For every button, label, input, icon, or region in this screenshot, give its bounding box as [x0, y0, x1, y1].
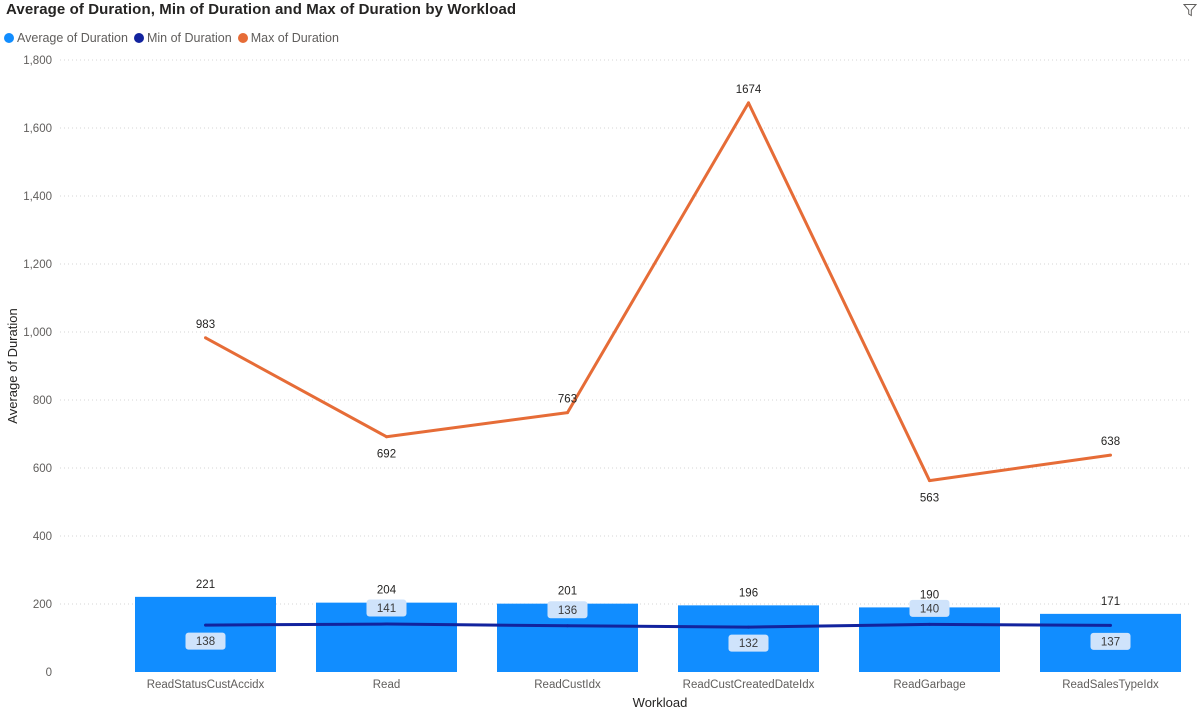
data-label-max: 692 — [377, 449, 396, 461]
legend-dot-average — [4, 33, 14, 43]
legend-label-average: Average of Duration — [17, 31, 128, 45]
legend-label-min: Min of Duration — [146, 31, 232, 45]
data-label-average: 171 — [1101, 596, 1120, 608]
data-label-min: 138 — [196, 636, 215, 648]
data-label-min-background — [909, 599, 950, 617]
data-label-min: 141 — [377, 603, 396, 615]
y-tick-label: 800 — [33, 395, 52, 407]
line-min-duration: 138 141 136 132 140 137 — [185, 599, 1131, 652]
y-tick-label: 1,200 — [23, 259, 52, 271]
min-duration-point — [566, 624, 569, 628]
y-tick-label: 200 — [33, 599, 52, 611]
legend-dot-min — [133, 33, 144, 43]
x-tick-label: ReadGarbage — [893, 679, 965, 691]
data-label-average: 204 — [377, 585, 397, 597]
min-duration-point — [1109, 623, 1112, 627]
max-duration-point — [747, 101, 750, 105]
data-label-min: 140 — [920, 603, 939, 615]
x-tick-label: ReadStatusCustAccidx — [147, 679, 265, 691]
legend-item-max[interactable]: Max of Duration — [237, 31, 339, 45]
data-label-average: 196 — [739, 587, 758, 599]
data-label-min: 132 — [739, 638, 758, 650]
max-duration-point — [928, 479, 931, 483]
data-label-max: 763 — [558, 394, 577, 406]
data-label-min: 137 — [1101, 636, 1120, 648]
data-label-min-background — [547, 601, 588, 619]
x-axis-title: Workload — [633, 695, 688, 710]
x-tick-label: ReadCustCreatedDateIdx — [683, 679, 815, 691]
gridlines — [60, 59, 1190, 605]
y-tick-label: 400 — [33, 531, 52, 543]
x-tick-label: ReadSalesTypeIdx — [1062, 679, 1159, 691]
line-max-duration: 983 692 763 1674 563 638 — [196, 84, 1120, 505]
y-tick-label: 1,400 — [23, 191, 52, 203]
data-label-average: 221 — [196, 579, 215, 591]
bars-average-duration — [135, 596, 1181, 672]
filter-icon[interactable] — [1183, 3, 1197, 17]
data-label-max: 983 — [196, 319, 215, 331]
data-label-max: 1674 — [736, 84, 762, 96]
data-label-average: 190 — [920, 589, 939, 601]
x-tick-label: Read — [373, 679, 401, 691]
min-duration-point — [928, 622, 931, 626]
max-duration-point — [1109, 453, 1112, 457]
data-label-max: 563 — [920, 493, 939, 505]
legend: Average of Duration Min of Duration Max … — [4, 29, 345, 47]
min-duration-line — [205, 622, 1111, 629]
y-tick-label: 1,800 — [23, 55, 52, 67]
x-axis-ticks: ReadStatusCustAccidx Read ReadCustIdx ReadC… — [147, 679, 1159, 691]
max-duration-line — [204, 101, 1111, 483]
max-duration-point — [566, 411, 569, 415]
x-tick-label: ReadCustIdx — [534, 679, 601, 691]
data-label-min-background — [1090, 632, 1131, 650]
y-tick-label: 1,600 — [23, 123, 52, 135]
min-duration-point — [204, 623, 207, 627]
y-axis-title: Average of Duration — [5, 308, 20, 423]
legend-label-max: Max of Duration — [250, 31, 339, 45]
data-label-min-background — [366, 599, 407, 617]
bar-average-4[interactable] — [859, 607, 1000, 672]
data-label-min-background — [728, 634, 769, 652]
min-duration-point — [747, 625, 750, 629]
legend-item-min[interactable]: Min of Duration — [133, 31, 232, 45]
legend-dot-max — [237, 33, 248, 43]
data-label-average: 201 — [558, 586, 577, 598]
max-duration-point — [204, 336, 207, 340]
min-duration-point — [385, 622, 388, 626]
y-tick-label: 1,000 — [23, 327, 52, 339]
y-tick-label: 0 — [46, 667, 52, 679]
chart-title: Average of Duration, Min of Duration and… — [6, 1, 517, 18]
y-tick-label: 600 — [33, 463, 52, 475]
data-label-min-background — [185, 632, 226, 650]
max-duration-point — [385, 435, 388, 439]
bar-data-labels: 221 204 201 196 190 171 — [196, 579, 1120, 608]
data-label-max: 638 — [1101, 436, 1120, 448]
y-axis-ticks: 0 200 400 600 800 1,000 1,200 1,400 1,600 1,800 — [23, 55, 52, 679]
legend-item-average[interactable]: Average of Duration — [4, 31, 128, 45]
data-label-min: 136 — [558, 605, 577, 617]
